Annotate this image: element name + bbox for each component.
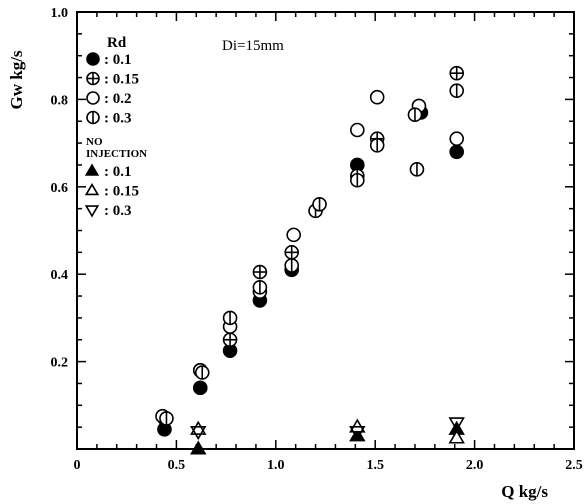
data-point <box>194 365 210 380</box>
y-tick-labels: 0.2 0.4 0.6 0.8 1.0 <box>51 6 69 371</box>
legend-entry: : 0.15 <box>104 72 139 88</box>
plot-border <box>76 11 575 450</box>
data-point <box>252 280 268 295</box>
data-point <box>448 417 465 432</box>
filled-circle-marker <box>86 52 100 66</box>
data-point <box>369 137 385 153</box>
y-tick-label: 0.2 <box>51 356 69 371</box>
data-point <box>449 131 465 147</box>
data-point <box>350 172 365 188</box>
data-point <box>449 83 465 98</box>
data-point <box>349 418 366 433</box>
legend-entry: : 0.3 <box>104 203 132 219</box>
legend-group-title: NO <box>86 136 103 148</box>
legend-entry: : 0.3 <box>104 111 132 127</box>
y-tick-label: 1.0 <box>51 6 69 21</box>
y-tick-label: 0.4 <box>51 268 69 283</box>
data-point <box>222 310 238 326</box>
diameter-annotation: Di=15mm <box>222 38 284 54</box>
x-tick-label: 0.5 <box>168 458 186 473</box>
data-point <box>286 227 301 243</box>
x-tick-label: 1.5 <box>366 458 384 473</box>
data-point <box>190 426 207 441</box>
legend-entry: : 0.2 <box>104 91 132 107</box>
open-triangle-down-marker <box>84 205 100 218</box>
y-tick-label: 0.8 <box>51 93 69 108</box>
data-point <box>409 162 425 177</box>
x-tick-label: 2.0 <box>466 458 484 473</box>
x-tick-label: 2.5 <box>565 458 583 473</box>
data-point <box>159 411 174 426</box>
y-axis-label: Gw kg/s <box>7 50 26 109</box>
x-tick-labels: 0 0.5 1.0 1.5 2.0 2.5 <box>74 458 583 473</box>
axis-ticks <box>76 11 575 450</box>
circle-vline-marker <box>86 110 100 125</box>
plot-frame <box>76 11 575 450</box>
data-point <box>369 89 385 105</box>
data-point <box>449 144 465 160</box>
data-point <box>252 264 268 280</box>
data-point <box>448 429 465 444</box>
x-tick-label: 0 <box>74 458 81 473</box>
data-point <box>350 122 365 138</box>
data-point <box>284 258 300 273</box>
legend-entry: : 0.1 <box>104 52 132 68</box>
x-tick-label: 1.0 <box>267 458 285 473</box>
data-point <box>284 245 300 260</box>
data-point <box>407 107 423 122</box>
legend-entry: : 0.1 <box>104 164 132 180</box>
data-points <box>155 65 465 455</box>
legend-group-title: INJECTION <box>86 148 147 160</box>
open-circle-marker <box>86 91 100 105</box>
data-point <box>190 440 207 455</box>
data-point <box>190 420 207 435</box>
x-axis-label: Q kg/s <box>501 482 548 501</box>
y-tick-label: 0.6 <box>51 181 69 196</box>
legend-title: Rd <box>107 35 127 51</box>
legend-entry: : 0.15 <box>104 184 139 200</box>
data-point <box>222 332 238 348</box>
data-point <box>192 380 208 396</box>
open-triangle-up-marker <box>84 182 100 196</box>
data-point <box>349 426 366 441</box>
data-point <box>449 65 465 81</box>
filled-triangle-up-marker <box>84 163 100 176</box>
circle-plus-marker <box>86 71 100 86</box>
data-point <box>349 427 366 442</box>
data-point <box>312 196 327 212</box>
